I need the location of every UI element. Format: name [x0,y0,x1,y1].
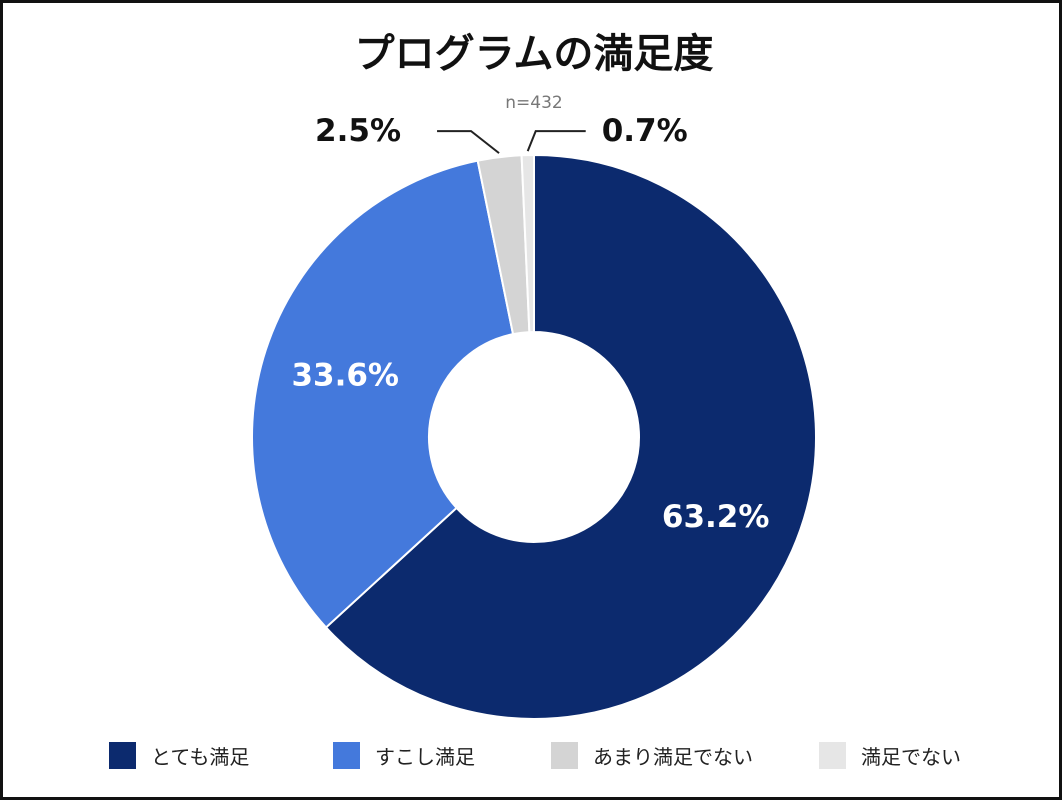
legend-label: 満足でない [861,744,961,769]
chart-subtitle: n=432 [505,93,563,113]
legend-item: 満足でない [819,738,961,772]
data-label: 0.7% [602,113,688,149]
data-labels-group: 63.2% 33.6% 2.5% 0.7% [291,113,769,535]
chart-title: プログラムの満足度 [354,31,714,77]
legend-swatch [109,741,136,769]
legend-label: すこし満足 [375,744,475,769]
legend-item: すこし満足 [333,738,475,772]
data-label: 2.5% [315,113,401,149]
data-label: 63.2% [662,499,770,535]
legend-label: あまり満足でない [593,744,753,769]
legend-swatch [551,741,578,769]
donut-slice [251,159,515,629]
legend-swatch [333,741,360,769]
legend-swatch [819,741,846,769]
donut-chart: 63.2% 33.6% 2.5% 0.7% [251,113,817,720]
legend-item: とても満足 [109,738,249,772]
leader-line [437,130,500,154]
donut-slice [520,153,535,334]
legend: とても満足 すこし満足 あまり満足でない 満足でない [3,738,1062,772]
data-label: 33.6% [291,358,399,394]
leader-line [526,130,586,152]
leader-lines-group [437,130,586,154]
donut-slice [324,153,817,720]
legend-label: とても満足 [151,744,250,769]
legend-item: あまり満足でない [551,738,753,772]
slices-group [251,153,817,720]
